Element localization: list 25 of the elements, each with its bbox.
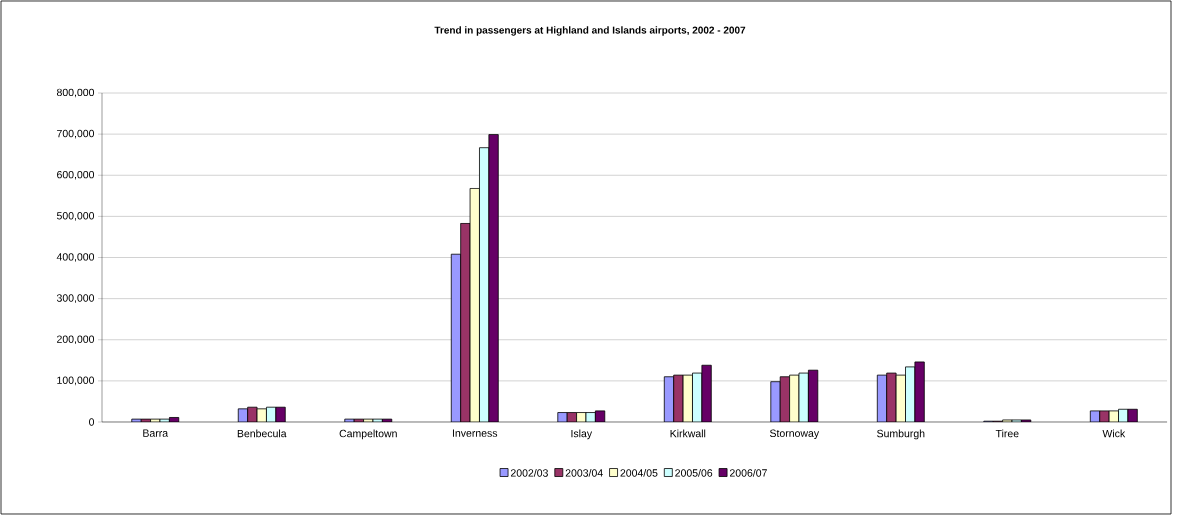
y-tick-label: 200,000 <box>57 335 95 345</box>
y-tick-label: 0 <box>89 418 95 426</box>
y-tick-label: 800,000 <box>56 88 95 98</box>
legend-label: 2006/07 <box>730 468 767 477</box>
x-tick-label: Benbecula <box>237 429 287 438</box>
x-tick-label: Stornoway <box>769 429 820 440</box>
legend-label: 2003/04 <box>565 468 603 477</box>
x-tick-label: Tiree <box>995 429 1019 438</box>
x-tick-label: Wick <box>1102 429 1126 438</box>
chart-title: Trend in passengers at Highland and Islands airports, 2002 - 2007 <box>434 26 746 36</box>
legend-label: 2005/06 <box>675 468 713 477</box>
x-tick-label: Barra <box>143 429 169 437</box>
x-tick-label: Campeltown <box>339 429 397 440</box>
y-tick-label: 400,000 <box>56 253 95 262</box>
x-tick-label: Kirkwall <box>670 429 706 438</box>
legend-label: 2002/03 <box>510 468 548 477</box>
y-tick-label: 600,000 <box>57 170 95 180</box>
y-tick-label: 300,000 <box>56 294 95 303</box>
y-tick-label: 500,000 <box>56 212 95 221</box>
y-tick-label: 100,000 <box>57 376 95 386</box>
x-tick-label: Inverness <box>452 429 498 437</box>
x-tick-label: Sumburgh <box>877 429 925 440</box>
x-tick-label: Islay <box>571 429 593 440</box>
legend-label: 2004/05 <box>620 468 658 477</box>
y-tick-label: 700,000 <box>57 129 95 139</box>
